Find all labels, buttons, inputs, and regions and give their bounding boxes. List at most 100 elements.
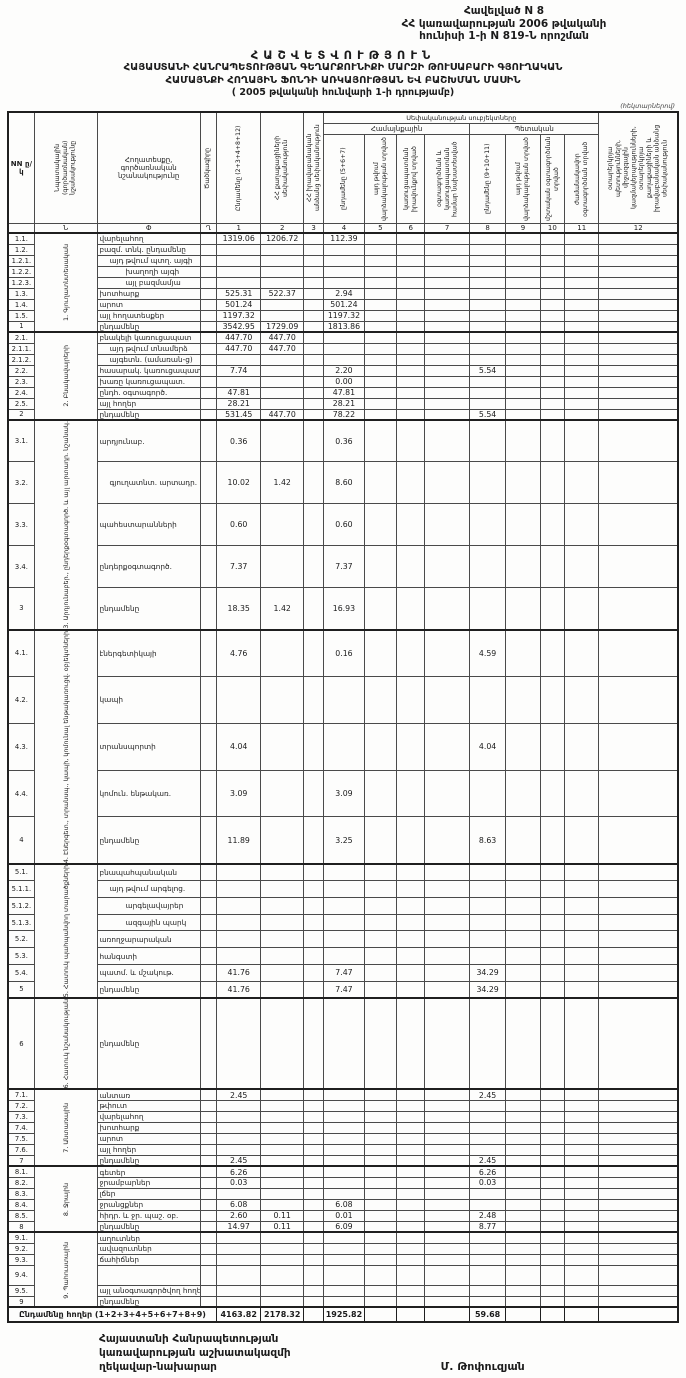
value-cell bbox=[598, 320, 679, 334]
value-cell bbox=[424, 1176, 470, 1189]
value-cell bbox=[424, 298, 470, 311]
column-number: 9 bbox=[505, 222, 541, 235]
value-cell bbox=[260, 254, 304, 267]
value-cell bbox=[396, 408, 426, 422]
value-cell: 6.26 bbox=[468, 1165, 507, 1178]
code-cell bbox=[199, 1099, 217, 1112]
value-cell bbox=[363, 880, 398, 898]
value-cell bbox=[505, 265, 541, 278]
value-cell bbox=[424, 503, 470, 547]
value-cell bbox=[363, 722, 398, 771]
row-label: խոտհարք bbox=[96, 287, 201, 300]
row-label: խաղողի այգի bbox=[96, 265, 201, 278]
value-cell bbox=[260, 1253, 304, 1266]
value-cell bbox=[215, 1132, 262, 1145]
section-label: 5. Հատուկ պահպանվող տարածքների bbox=[33, 863, 98, 1000]
table-row: 9.5. այլ անօգտագործվող հողեր bbox=[7, 1284, 679, 1297]
value-cell bbox=[505, 816, 541, 865]
value-cell bbox=[598, 1176, 679, 1189]
row-number: 9 bbox=[7, 1295, 35, 1309]
value-cell: 5.54 bbox=[468, 408, 507, 422]
value-cell bbox=[215, 265, 262, 278]
value-cell bbox=[598, 545, 679, 589]
value-cell bbox=[424, 1187, 470, 1200]
value-cell: 0.11 bbox=[260, 1209, 304, 1222]
value-cell bbox=[260, 963, 304, 982]
value-cell bbox=[539, 1187, 566, 1200]
value-cell bbox=[539, 913, 566, 932]
row-label: արոտ bbox=[96, 298, 201, 311]
value-cell bbox=[539, 254, 566, 267]
value-cell bbox=[302, 1284, 325, 1297]
value-cell bbox=[563, 386, 600, 399]
value-cell bbox=[302, 1165, 325, 1178]
code-cell bbox=[199, 364, 217, 377]
code-cell bbox=[199, 913, 217, 932]
code-cell bbox=[199, 863, 217, 882]
value-cell bbox=[468, 397, 507, 410]
value-cell bbox=[396, 1132, 426, 1145]
value-cell bbox=[598, 408, 679, 422]
row-label: աղուտներ bbox=[96, 1231, 201, 1244]
value-cell bbox=[323, 1253, 365, 1266]
value-cell bbox=[363, 243, 398, 256]
value-cell: 28.21 bbox=[215, 397, 262, 410]
value-cell bbox=[215, 676, 262, 724]
value-cell bbox=[539, 232, 566, 245]
value-cell bbox=[363, 287, 398, 300]
value-cell bbox=[424, 397, 470, 410]
column-number bbox=[7, 222, 35, 235]
value-cell bbox=[505, 419, 541, 463]
value-cell bbox=[215, 913, 262, 932]
table-row: 7.4. խոտհարք bbox=[7, 1121, 679, 1134]
value-cell bbox=[505, 1176, 541, 1189]
table-row: 1.2.2. խաղողի այգի bbox=[7, 265, 679, 278]
table-row: 2.5. այլ հողեր 28.21 28.21 bbox=[7, 397, 679, 410]
grand-total-label: Ընդամենը հողեր (1+2+3+4+5+6+7+8+9) bbox=[7, 1306, 217, 1324]
title-line: ( 2005 թվականի հունվարի 1-ի դրությամբ) bbox=[231, 87, 455, 99]
code-cell bbox=[199, 1143, 217, 1156]
value-cell bbox=[215, 863, 262, 882]
value-cell bbox=[396, 503, 426, 547]
value-cell bbox=[598, 364, 679, 377]
row-label: բնապահպանական bbox=[96, 863, 201, 882]
header-col-community-reserved-label: օգտագործման և կառուցապատման համար նախատե… bbox=[435, 140, 459, 217]
row-label: ընդամենը bbox=[96, 408, 201, 422]
value-cell bbox=[363, 1220, 398, 1234]
value-cell bbox=[539, 503, 566, 547]
value-cell bbox=[260, 503, 304, 547]
value-cell bbox=[363, 896, 398, 915]
value-cell bbox=[468, 503, 507, 547]
value-cell: 1.42 bbox=[260, 461, 304, 505]
value-cell bbox=[323, 913, 365, 932]
value-cell: 6.09 bbox=[323, 1220, 365, 1234]
row-number: 9.4. bbox=[7, 1264, 35, 1286]
row-number: 8.2. bbox=[7, 1176, 35, 1189]
value-cell bbox=[260, 1176, 304, 1189]
value-cell bbox=[468, 1143, 507, 1156]
value-cell bbox=[424, 1099, 470, 1112]
value-cell: 18.35 bbox=[215, 587, 262, 631]
value-cell bbox=[396, 896, 426, 915]
value-cell bbox=[424, 1264, 470, 1286]
value-cell bbox=[539, 408, 566, 422]
code-cell bbox=[199, 1209, 217, 1222]
code-cell bbox=[199, 461, 217, 505]
value-cell bbox=[363, 320, 398, 334]
value-cell bbox=[260, 1198, 304, 1211]
table-row: 1.2.3. այլ բազմամյա bbox=[7, 276, 679, 289]
code-cell bbox=[199, 963, 217, 982]
value-cell bbox=[323, 331, 365, 344]
value-cell: 2.94 bbox=[323, 287, 365, 300]
code-cell bbox=[199, 676, 217, 724]
value-cell bbox=[505, 676, 541, 724]
value-cell bbox=[563, 997, 600, 1091]
value-cell bbox=[468, 375, 507, 388]
row-number: 2 bbox=[7, 408, 35, 422]
code-cell bbox=[199, 408, 217, 422]
value-cell bbox=[563, 722, 600, 771]
value-cell bbox=[539, 331, 566, 344]
row-number: 8.4. bbox=[7, 1198, 35, 1211]
value-cell: 0.03 bbox=[468, 1176, 507, 1189]
